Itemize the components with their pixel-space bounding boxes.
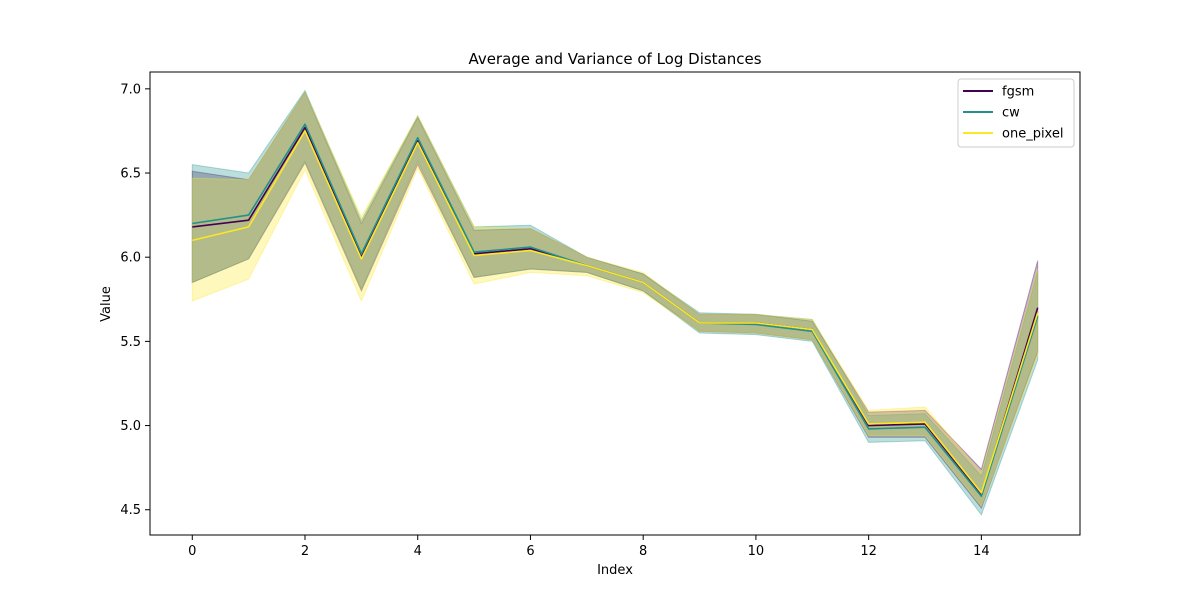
y-axis-ticks: 4.5 5.0 5.5 6.0 6.5 7.0 xyxy=(120,82,150,518)
x-axis-label: Index xyxy=(597,563,633,578)
x-tick-label: 6 xyxy=(526,544,534,559)
line-one_pixel xyxy=(192,130,1039,494)
x-tick-label: 2 xyxy=(301,544,309,559)
y-tick-label: 4.5 xyxy=(120,503,141,518)
x-axis-ticks: 0 2 4 6 8 10 12 14 xyxy=(188,535,990,559)
y-axis-label: Value xyxy=(99,286,114,322)
x-tick-label: 12 xyxy=(860,544,877,559)
x-tick-label: 8 xyxy=(639,544,647,559)
y-tick-label: 7.0 xyxy=(120,82,141,97)
legend-box xyxy=(957,78,1075,148)
x-tick-label: 10 xyxy=(748,544,765,559)
mean-lines xyxy=(192,123,1039,498)
y-tick-label: 6.0 xyxy=(120,251,141,266)
band-cw xyxy=(191,89,1039,516)
legend-label-one_pixel: one_pixel xyxy=(1002,127,1063,142)
x-tick-label: 14 xyxy=(973,544,990,559)
y-tick-label: 5.0 xyxy=(120,419,141,434)
chart-title: Average and Variance of Log Distances xyxy=(468,50,761,68)
legend-label-cw: cw xyxy=(1002,106,1020,121)
y-tick-label: 5.5 xyxy=(120,335,141,350)
legend-label-fgsm: fgsm xyxy=(1002,85,1034,100)
x-tick-label: 0 xyxy=(188,544,196,559)
plot-frame xyxy=(149,71,1081,536)
legend: fgsm cw one_pixel xyxy=(957,78,1075,148)
y-tick-label: 6.5 xyxy=(120,167,141,182)
variance-bands xyxy=(191,89,1039,516)
band-one_pixel xyxy=(191,91,1039,508)
x-tick-label: 4 xyxy=(414,544,422,559)
band-fgsm xyxy=(191,91,1039,510)
